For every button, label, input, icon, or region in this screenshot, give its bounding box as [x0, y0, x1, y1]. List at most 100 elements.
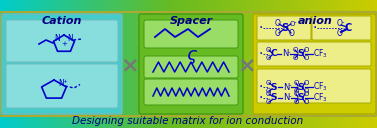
Bar: [201, 0, 205, 128]
Bar: [357, 0, 360, 128]
Bar: [337, 0, 340, 128]
Text: S: S: [298, 50, 304, 58]
Bar: [244, 0, 247, 128]
Text: CF$_3$: CF$_3$: [313, 48, 327, 60]
Bar: [269, 0, 273, 128]
Bar: [249, 0, 252, 128]
Bar: [191, 0, 195, 128]
Text: S: S: [271, 83, 277, 92]
Bar: [95, 0, 99, 128]
Text: ς: ς: [186, 46, 196, 64]
Bar: [204, 0, 207, 128]
Bar: [279, 0, 282, 128]
FancyBboxPatch shape: [6, 20, 118, 62]
Text: O: O: [265, 47, 271, 53]
Bar: [251, 0, 255, 128]
Bar: [176, 0, 179, 128]
Text: Cation: Cation: [42, 16, 82, 26]
Bar: [158, 0, 162, 128]
Bar: [309, 0, 313, 128]
Bar: [80, 0, 84, 128]
Text: O: O: [292, 47, 298, 53]
Bar: [121, 0, 124, 128]
Bar: [254, 0, 257, 128]
Bar: [101, 0, 104, 128]
Text: -: -: [294, 19, 296, 25]
Bar: [106, 0, 109, 128]
Text: ·: ·: [259, 91, 263, 105]
Text: anion: anion: [297, 16, 333, 26]
Text: O: O: [337, 29, 343, 38]
Text: O: O: [292, 55, 298, 61]
Text: O: O: [275, 29, 281, 38]
Bar: [88, 0, 92, 128]
Bar: [153, 0, 157, 128]
Bar: [324, 0, 328, 128]
Bar: [332, 0, 335, 128]
Text: O: O: [289, 21, 295, 27]
FancyBboxPatch shape: [257, 16, 311, 40]
Text: N: N: [58, 79, 64, 88]
FancyBboxPatch shape: [144, 56, 238, 78]
Bar: [43, 0, 46, 128]
Text: ·: ·: [313, 21, 317, 35]
Bar: [224, 0, 227, 128]
Bar: [60, 0, 64, 128]
Bar: [86, 0, 89, 128]
Bar: [307, 0, 310, 128]
Bar: [90, 0, 94, 128]
Bar: [103, 0, 107, 128]
Bar: [53, 0, 56, 128]
Text: S: S: [271, 93, 277, 103]
Bar: [226, 0, 230, 128]
Bar: [68, 0, 71, 128]
Bar: [282, 0, 285, 128]
Bar: [169, 0, 172, 128]
Bar: [327, 0, 330, 128]
Bar: [354, 0, 358, 128]
Bar: [259, 0, 262, 128]
Text: S: S: [298, 83, 304, 92]
Bar: [367, 0, 371, 128]
Bar: [123, 0, 127, 128]
Bar: [319, 0, 323, 128]
Bar: [264, 0, 267, 128]
Bar: [178, 0, 182, 128]
Bar: [339, 0, 343, 128]
Bar: [208, 0, 212, 128]
Bar: [287, 0, 290, 128]
Bar: [365, 0, 368, 128]
Bar: [131, 0, 134, 128]
Bar: [146, 0, 149, 128]
Text: O: O: [303, 47, 309, 53]
Bar: [133, 0, 137, 128]
Bar: [108, 0, 112, 128]
Text: O: O: [293, 80, 299, 86]
Text: O: O: [293, 88, 299, 94]
Text: N: N: [67, 34, 73, 43]
Bar: [271, 0, 275, 128]
Bar: [362, 0, 365, 128]
Bar: [289, 0, 293, 128]
Bar: [73, 0, 77, 128]
Bar: [347, 0, 350, 128]
Bar: [65, 0, 69, 128]
Bar: [143, 0, 147, 128]
Bar: [372, 0, 375, 128]
Bar: [98, 0, 101, 128]
Bar: [314, 0, 318, 128]
Text: Designing suitable matrix for ion conduction: Designing suitable matrix for ion conduc…: [72, 116, 303, 126]
Text: ·: ·: [259, 21, 263, 35]
Text: O: O: [265, 99, 271, 105]
Text: CF$_3$: CF$_3$: [313, 92, 327, 104]
Bar: [246, 0, 250, 128]
Bar: [5, 0, 9, 128]
Text: O: O: [265, 91, 271, 97]
Bar: [113, 0, 116, 128]
Text: N: N: [55, 34, 60, 43]
Bar: [239, 0, 242, 128]
Bar: [344, 0, 348, 128]
Text: O: O: [275, 19, 281, 29]
Bar: [38, 0, 41, 128]
Text: C: C: [271, 50, 277, 58]
